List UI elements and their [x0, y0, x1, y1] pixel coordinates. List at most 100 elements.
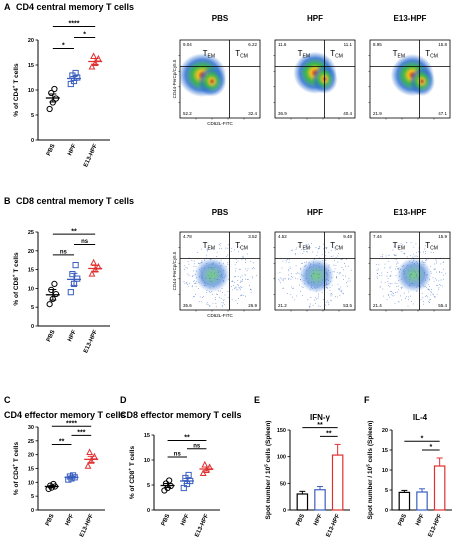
data-point	[86, 448, 94, 455]
bar	[331, 454, 344, 511]
bar	[296, 493, 309, 511]
event-dot	[251, 275, 253, 277]
event-dot	[234, 287, 236, 289]
event-dot	[414, 255, 416, 257]
x-category-label: PBS	[296, 513, 307, 527]
event-dot	[310, 242, 312, 244]
x-category-label: HPF	[415, 513, 426, 527]
y-tick-label: 0	[31, 324, 34, 330]
event-dot	[285, 259, 287, 261]
event-dot	[206, 249, 208, 251]
tcm-label: TCM	[330, 241, 343, 252]
x-category-label: PBS	[398, 513, 409, 527]
event-dot	[292, 249, 294, 251]
event-dot	[390, 271, 392, 273]
event-dot	[301, 286, 303, 288]
event-dot	[288, 261, 290, 263]
y-tick-label: 50	[280, 481, 286, 487]
event-dot	[283, 278, 285, 280]
panel-letter-b: B	[4, 196, 11, 206]
x-category-label: E13-HPF	[79, 513, 95, 538]
event-dot	[394, 255, 396, 256]
event-dot	[435, 284, 437, 286]
quadrant-value-upper-right: 11.1	[344, 42, 353, 47]
quadrant-value-upper-right: 9.48	[343, 234, 352, 239]
significance-label: *	[62, 43, 65, 50]
data-point	[90, 258, 98, 266]
x-category-label: E13-HPF	[326, 513, 342, 538]
event-dot	[438, 271, 440, 272]
event-dot	[287, 278, 289, 280]
event-dot	[346, 282, 348, 284]
quadrant-value-upper-left: 4.78	[183, 234, 192, 239]
event-dot	[341, 291, 342, 293]
event-dot	[436, 279, 437, 281]
bar	[314, 489, 326, 511]
event-dot	[235, 267, 237, 269]
event-dot	[439, 272, 441, 273]
event-dot	[402, 253, 404, 255]
x-category-label: HPF	[313, 513, 324, 527]
flow-x-axis-label: CD62L-FITC	[207, 121, 233, 126]
event-dot	[407, 299, 409, 301]
quadrant-value-lower-right: 53.5	[343, 303, 352, 308]
event-dot	[232, 289, 234, 291]
event-dot	[339, 288, 341, 290]
significance-label: **	[184, 435, 190, 442]
tem-label-sub: EM	[397, 54, 405, 60]
event-dot	[400, 286, 402, 288]
event-dot	[192, 295, 194, 297]
event-dot	[209, 305, 211, 307]
event-dot	[327, 302, 329, 304]
event-dot	[339, 272, 341, 274]
event-dot	[393, 293, 395, 295]
event-dot	[234, 249, 236, 251]
data-point	[91, 59, 99, 66]
event-dot	[308, 243, 310, 245]
event-dot	[433, 263, 435, 265]
event-dot	[347, 265, 349, 267]
event-dot	[245, 268, 247, 270]
event-dot	[279, 280, 281, 282]
flow-x-axis-label: CD62L-FITC	[207, 313, 233, 318]
event-dot	[413, 246, 415, 248]
tem-label: TEM	[298, 49, 310, 60]
event-dot	[199, 296, 201, 298]
event-dot	[310, 297, 312, 298]
event-dot	[187, 261, 189, 262]
flow-plot-title: HPF	[307, 14, 323, 23]
event-dot	[193, 282, 195, 284]
event-dot	[327, 300, 329, 302]
event-dot	[441, 285, 443, 287]
event-dot	[328, 304, 330, 306]
event-dot	[212, 302, 214, 304]
quadrant-value-lower-left: 21.4	[373, 303, 382, 308]
density-cloud	[409, 66, 435, 97]
quadrant-value-upper-right: 15.9	[438, 234, 447, 239]
event-dot	[299, 284, 301, 286]
y-axis-title-sup: +	[12, 464, 17, 467]
event-dot	[222, 302, 224, 304]
event-dot	[377, 278, 379, 280]
event-dot	[396, 266, 398, 267]
event-dot	[400, 242, 402, 244]
event-dot	[186, 267, 188, 269]
event-dot	[296, 247, 298, 249]
event-dot	[217, 293, 218, 295]
event-dot	[223, 300, 225, 302]
event-dot	[422, 297, 424, 299]
event-dot	[227, 291, 229, 292]
event-dot	[415, 243, 417, 245]
event-dot	[287, 268, 289, 270]
x-category-label: E13-HPF	[83, 329, 99, 354]
event-dot	[296, 295, 298, 297]
event-dot	[312, 304, 314, 306]
y-tick-label: 0	[385, 508, 388, 514]
tem-label-main: T	[203, 241, 208, 250]
event-dot	[421, 293, 423, 295]
event-dot	[242, 257, 244, 259]
event-dot	[435, 271, 437, 273]
event-dot	[294, 299, 296, 301]
event-dot	[330, 299, 331, 301]
